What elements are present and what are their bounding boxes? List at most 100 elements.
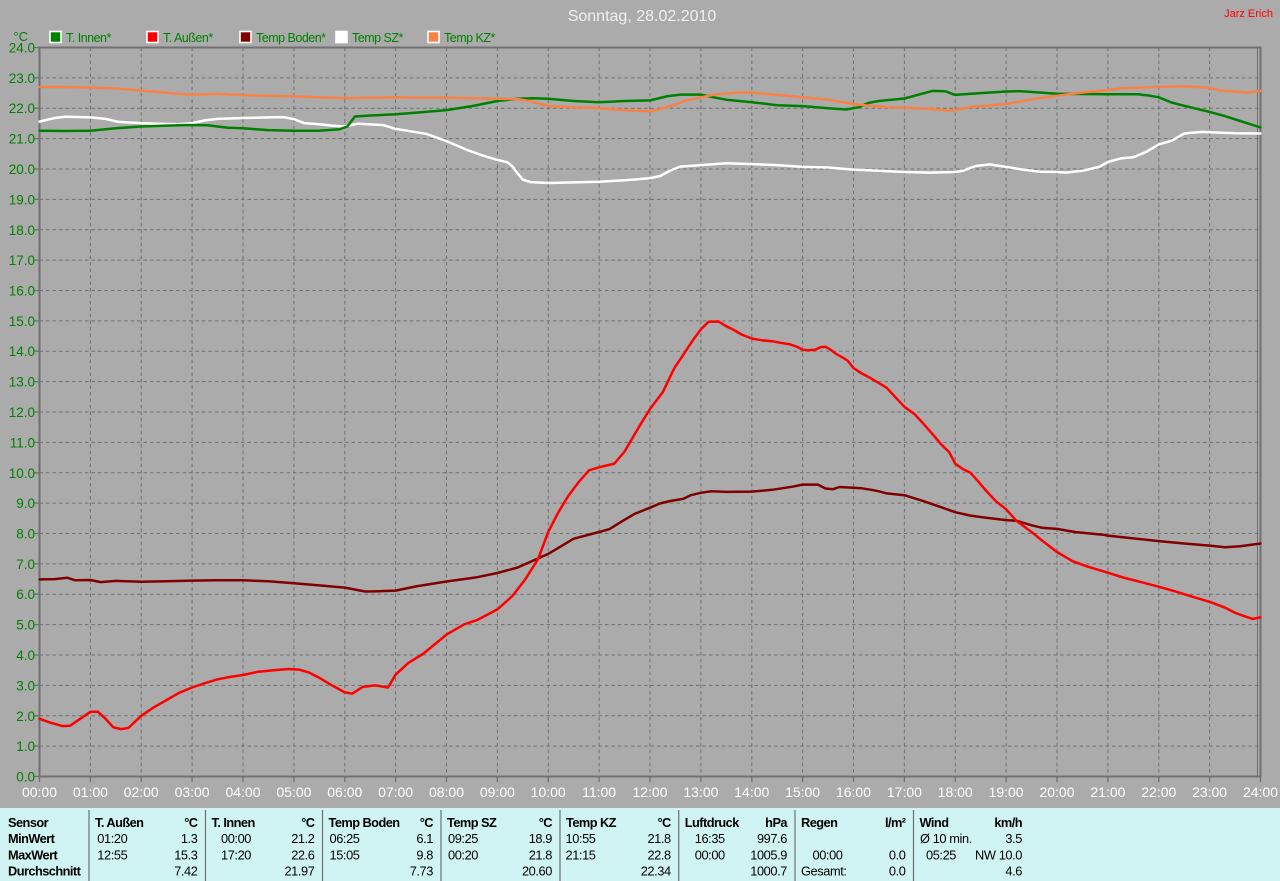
svg-text:02:00: 02:00	[124, 784, 159, 800]
svg-text:18.0: 18.0	[9, 223, 35, 238]
svg-text:21.0: 21.0	[9, 132, 35, 147]
svg-text:06:25: 06:25	[329, 831, 359, 846]
svg-text:km/h: km/h	[994, 815, 1022, 830]
svg-text:7.42: 7.42	[174, 864, 198, 879]
svg-text:20:00: 20:00	[1039, 784, 1074, 800]
svg-text:Temp KZ*: Temp KZ*	[444, 31, 496, 45]
svg-text:00:20: 00:20	[448, 848, 478, 863]
svg-text:15.3: 15.3	[174, 848, 198, 863]
svg-text:05:00: 05:00	[276, 784, 311, 800]
svg-text:7.73: 7.73	[410, 864, 434, 879]
svg-text:21.8: 21.8	[647, 831, 671, 846]
svg-text:NW 10.0: NW 10.0	[975, 848, 1022, 863]
svg-text:4.0: 4.0	[16, 648, 35, 663]
svg-text:20.60: 20.60	[522, 864, 552, 879]
svg-text:22.0: 22.0	[9, 101, 35, 116]
svg-text:03:00: 03:00	[175, 784, 210, 800]
svg-text:14.0: 14.0	[9, 344, 35, 359]
svg-text:12:55: 12:55	[97, 848, 127, 863]
svg-text:1005.9: 1005.9	[750, 848, 787, 863]
svg-text:1.3: 1.3	[181, 831, 198, 846]
svg-text:16.0: 16.0	[9, 284, 35, 299]
svg-text:Ø 10 min.: Ø 10 min.	[920, 831, 972, 846]
svg-text:09:00: 09:00	[480, 784, 515, 800]
svg-text:10.0: 10.0	[9, 466, 35, 481]
svg-text:24.0: 24.0	[9, 41, 35, 56]
svg-text:23:00: 23:00	[1192, 784, 1227, 800]
svg-text:00:00: 00:00	[695, 848, 725, 863]
svg-text:0.0: 0.0	[16, 770, 35, 785]
svg-text:T. Außen*: T. Außen*	[163, 31, 213, 45]
svg-text:MaxWert: MaxWert	[8, 848, 59, 863]
svg-text:15:05: 15:05	[329, 848, 359, 863]
svg-text:04:00: 04:00	[225, 784, 260, 800]
svg-text:07:00: 07:00	[378, 784, 413, 800]
svg-text:06:00: 06:00	[327, 784, 362, 800]
svg-text:10:55: 10:55	[565, 831, 595, 846]
svg-text:Temp SZ*: Temp SZ*	[352, 31, 404, 45]
svg-text:T. Innen*: T. Innen*	[66, 31, 111, 45]
svg-text:°C: °C	[13, 29, 28, 44]
svg-text:°C: °C	[184, 815, 198, 830]
svg-text:17.0: 17.0	[9, 253, 35, 268]
svg-text:0.0: 0.0	[889, 848, 906, 863]
svg-text:MinWert: MinWert	[8, 831, 56, 846]
svg-text:Luftdruck: Luftdruck	[685, 815, 740, 830]
svg-text:Gesamt:: Gesamt:	[801, 864, 847, 879]
svg-text:13:00: 13:00	[683, 784, 718, 800]
svg-text:23.0: 23.0	[9, 71, 35, 86]
svg-text:5.0: 5.0	[16, 618, 35, 633]
svg-text:16:00: 16:00	[836, 784, 871, 800]
svg-text:Temp Boden*: Temp Boden*	[256, 31, 326, 45]
svg-text:21:00: 21:00	[1090, 784, 1125, 800]
svg-text:7.0: 7.0	[16, 557, 35, 572]
svg-text:00:00: 00:00	[221, 831, 251, 846]
svg-text:Temp Boden: Temp Boden	[329, 815, 401, 830]
svg-text:6.0: 6.0	[16, 587, 35, 602]
svg-text:15:00: 15:00	[785, 784, 820, 800]
svg-text:°C: °C	[657, 815, 671, 830]
svg-text:16:35: 16:35	[695, 831, 725, 846]
svg-text:01:00: 01:00	[73, 784, 108, 800]
svg-text:8.0: 8.0	[16, 527, 35, 542]
svg-text:19.0: 19.0	[9, 192, 35, 207]
svg-text:T. Außen: T. Außen	[95, 815, 144, 830]
svg-text:hPa: hPa	[765, 815, 788, 830]
svg-text:9.8: 9.8	[416, 848, 433, 863]
svg-text:6.1: 6.1	[416, 831, 433, 846]
svg-text:17:00: 17:00	[887, 784, 922, 800]
svg-text:997.6: 997.6	[757, 831, 787, 846]
svg-text:11:00: 11:00	[582, 784, 616, 800]
svg-text:21.97: 21.97	[284, 864, 314, 879]
svg-text:3.5: 3.5	[1005, 831, 1022, 846]
svg-text:14:00: 14:00	[734, 784, 769, 800]
svg-text:05:25: 05:25	[926, 848, 956, 863]
svg-text:12.0: 12.0	[9, 405, 35, 420]
svg-text:Regen: Regen	[801, 815, 838, 830]
svg-text:09:25: 09:25	[448, 831, 478, 846]
svg-text:°C: °C	[539, 815, 553, 830]
svg-text:18:00: 18:00	[938, 784, 973, 800]
svg-text:22.34: 22.34	[641, 864, 671, 879]
svg-text:00:00: 00:00	[22, 784, 57, 800]
svg-text:1000.7: 1000.7	[750, 864, 787, 879]
svg-text:19:00: 19:00	[989, 784, 1024, 800]
svg-text:T. Innen: T. Innen	[212, 815, 256, 830]
svg-text:24:00: 24:00	[1243, 784, 1278, 800]
svg-text:21.2: 21.2	[291, 831, 315, 846]
svg-text:15.0: 15.0	[9, 314, 35, 329]
svg-text:01:20: 01:20	[97, 831, 127, 846]
svg-text:22:00: 22:00	[1141, 784, 1176, 800]
svg-text:Temp KZ: Temp KZ	[566, 815, 617, 830]
svg-text:18.9: 18.9	[529, 831, 553, 846]
svg-text:l/m²: l/m²	[885, 815, 906, 830]
svg-text:Jarz Erich: Jarz Erich	[1224, 8, 1273, 20]
svg-text:17:20: 17:20	[221, 848, 251, 863]
svg-text:9.0: 9.0	[16, 496, 35, 511]
svg-text:21.8: 21.8	[529, 848, 553, 863]
svg-text:1.0: 1.0	[16, 739, 35, 754]
svg-text:22.8: 22.8	[647, 848, 671, 863]
svg-text:2.0: 2.0	[16, 709, 35, 724]
svg-text:22.6: 22.6	[291, 848, 315, 863]
svg-text:°C: °C	[420, 815, 434, 830]
